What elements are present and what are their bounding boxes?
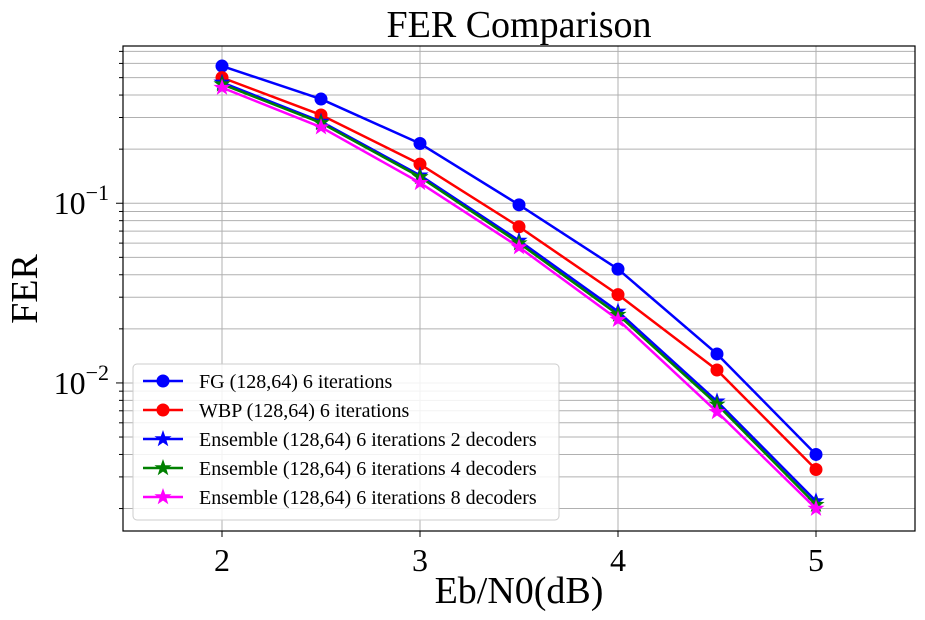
legend-label: FG (128,64) 6 iterations (199, 371, 393, 393)
data-point (512, 220, 526, 234)
data-point (312, 118, 330, 135)
x-tick-label: 3 (412, 542, 428, 578)
series-5 (213, 78, 825, 516)
data-point (807, 499, 825, 516)
legend-label: Ensemble (128,64) 6 iterations 8 decoder… (199, 487, 537, 509)
x-tick-label: 2 (214, 542, 230, 578)
data-point (413, 137, 427, 151)
legend-box (132, 363, 560, 521)
legend-marker (154, 458, 172, 476)
data-point (710, 363, 724, 377)
legend-label: Ensemble (128,64) 6 iterations 2 decoder… (199, 429, 537, 451)
legend-label: Ensemble (128,64) 6 iterations 4 decoder… (199, 458, 537, 480)
legend-marker (156, 403, 170, 417)
legend-marker (154, 429, 172, 447)
y-tick-label: 10−2 (54, 360, 109, 401)
y-axis-label: FER (4, 254, 46, 324)
legend-item: Ensemble (128,64) 6 iterations 4 decoder… (143, 458, 537, 480)
data-point (710, 347, 724, 361)
data-point (611, 288, 625, 302)
axis-ticks: 2 3 4 5 10−1 10−2 (54, 50, 824, 578)
legend-marker (154, 487, 172, 505)
series-layer (213, 59, 825, 516)
data-point (809, 447, 823, 461)
data-point (411, 173, 429, 191)
data-point (314, 92, 328, 106)
legend-item: Ensemble (128,64) 6 iterations 2 decoder… (143, 429, 537, 451)
legend-item: Ensemble (128,64) 6 iterations 8 decoder… (143, 487, 537, 509)
plot-frame (122, 45, 916, 532)
legend-marker (156, 374, 170, 388)
data-point (708, 402, 726, 420)
legend-item: WBP (128,64) 6 iterations (143, 400, 410, 422)
data-point (510, 238, 528, 255)
legend-label: WBP (128,64) 6 iterations (199, 400, 410, 422)
chart-title: FER Comparison (387, 4, 652, 46)
x-tick-label: 5 (808, 542, 824, 578)
data-point (609, 310, 627, 327)
x-tick-label: 4 (610, 542, 626, 578)
series-1 (215, 59, 823, 461)
data-point (809, 462, 823, 476)
data-point (213, 78, 231, 95)
data-point (611, 262, 625, 276)
x-axis-label: Eb/N0(dB) (435, 570, 604, 612)
data-point (215, 59, 229, 73)
legend: FG (128,64) 6 iterations WBP (128,64) 6 i… (132, 363, 560, 521)
y-tick-label: 10−1 (54, 180, 109, 221)
data-point (512, 198, 526, 212)
legend-item: FG (128,64) 6 iterations (143, 371, 393, 393)
